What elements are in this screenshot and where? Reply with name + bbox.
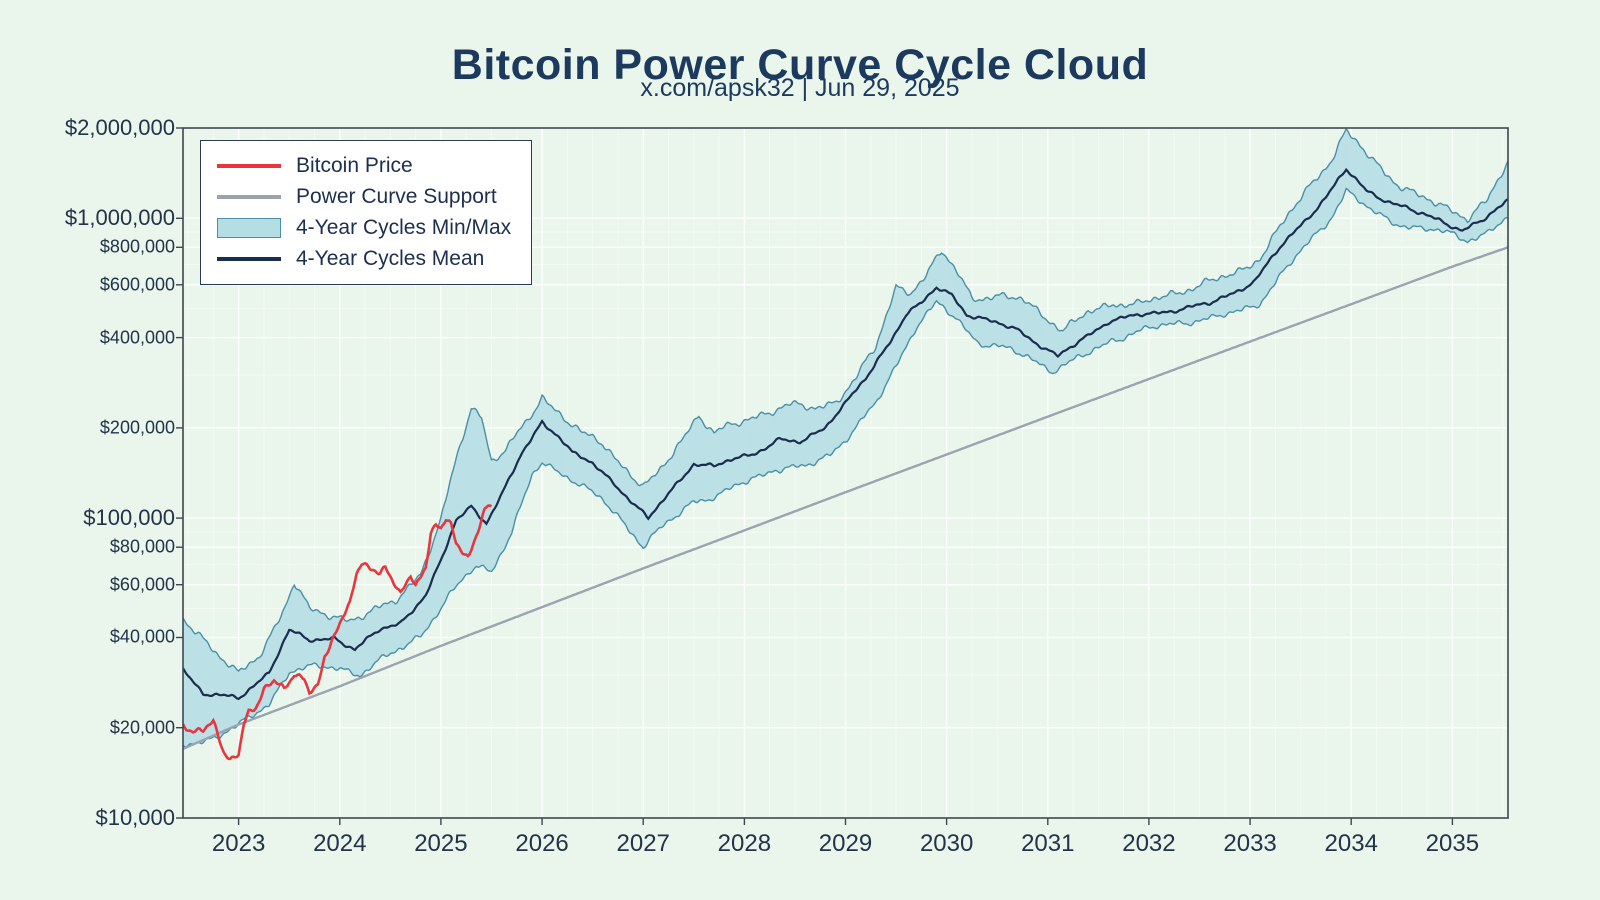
series-layer bbox=[183, 128, 1508, 761]
legend-label: 4-Year Cycles Mean bbox=[296, 247, 485, 270]
legend-line-swatch bbox=[217, 194, 281, 200]
legend-item: 4-Year Cycles Mean bbox=[217, 247, 511, 271]
power-curve-support-line bbox=[183, 246, 1508, 751]
page-title: Bitcoin Power Curve Cycle Cloud bbox=[451, 40, 1149, 89]
cycles-minmax-band bbox=[183, 128, 1508, 747]
legend-label: Bitcoin Price bbox=[296, 154, 413, 177]
legend-label: 4-Year Cycles Min/Max bbox=[296, 216, 512, 239]
legend-line-swatch bbox=[217, 256, 281, 262]
cycles-mean-line bbox=[183, 167, 1508, 701]
legend: Bitcoin Price Power Curve Support 4-Year C… bbox=[200, 140, 533, 285]
legend-item: 4-Year Cycles Min/Max bbox=[217, 216, 511, 240]
cycles-min-line bbox=[183, 187, 1508, 748]
page-subtitle: x.com/apsk32 | Jun 29, 2025 bbox=[640, 74, 960, 102]
legend-band-swatch bbox=[217, 218, 281, 238]
cycles-max-line bbox=[183, 128, 1508, 672]
axis-layer bbox=[176, 127, 1509, 825]
legend-line-swatch bbox=[217, 163, 281, 169]
bitcoin-price-line bbox=[183, 504, 493, 761]
legend-label: Power Curve Support bbox=[296, 185, 497, 208]
legend-item: Bitcoin Price bbox=[217, 154, 511, 178]
legend-item: Power Curve Support bbox=[217, 185, 511, 209]
